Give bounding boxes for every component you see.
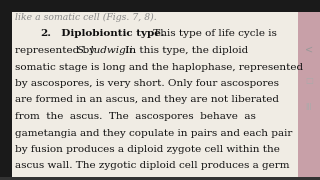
- Text: by ascospores, is very short. Only four ascospores: by ascospores, is very short. Only four …: [15, 79, 279, 88]
- Text: Diplobiontic type.: Diplobiontic type.: [54, 30, 164, 39]
- Bar: [0, 0, 12, 180]
- Text: somatic stage is long and the haplophase, represented: somatic stage is long and the haplophase…: [15, 62, 303, 71]
- Bar: [0, 177, 320, 180]
- Bar: [12, 12, 298, 180]
- Text: 2.: 2.: [40, 30, 51, 39]
- Text: In this type, the diploid: In this type, the diploid: [122, 46, 248, 55]
- Text: represented by: represented by: [15, 46, 98, 55]
- Text: by fusion produces a diploid zygote cell within the: by fusion produces a diploid zygote cell…: [15, 145, 280, 154]
- Text: gametangia and they copulate in pairs and each pair: gametangia and they copulate in pairs an…: [15, 129, 292, 138]
- Text: like a somatic cell (Figs. 7, 8).: like a somatic cell (Figs. 7, 8).: [15, 13, 157, 22]
- Text: III: III: [306, 103, 312, 112]
- Text: are formed in an ascus, and they are not liberated: are formed in an ascus, and they are not…: [15, 96, 279, 105]
- Text: from  the  ascus.  The  ascospores  behave  as: from the ascus. The ascospores behave as: [15, 112, 256, 121]
- Text: ascus wall. The zygotic diploid cell produces a germ: ascus wall. The zygotic diploid cell pro…: [15, 161, 290, 170]
- Text: □: □: [305, 75, 313, 84]
- Bar: [0, 0, 320, 12]
- Text: S. ludwigii.: S. ludwigii.: [77, 46, 136, 55]
- Bar: [298, 12, 320, 180]
- Text: <: <: [305, 45, 313, 55]
- Text: This type of life cycle is: This type of life cycle is: [150, 30, 277, 39]
